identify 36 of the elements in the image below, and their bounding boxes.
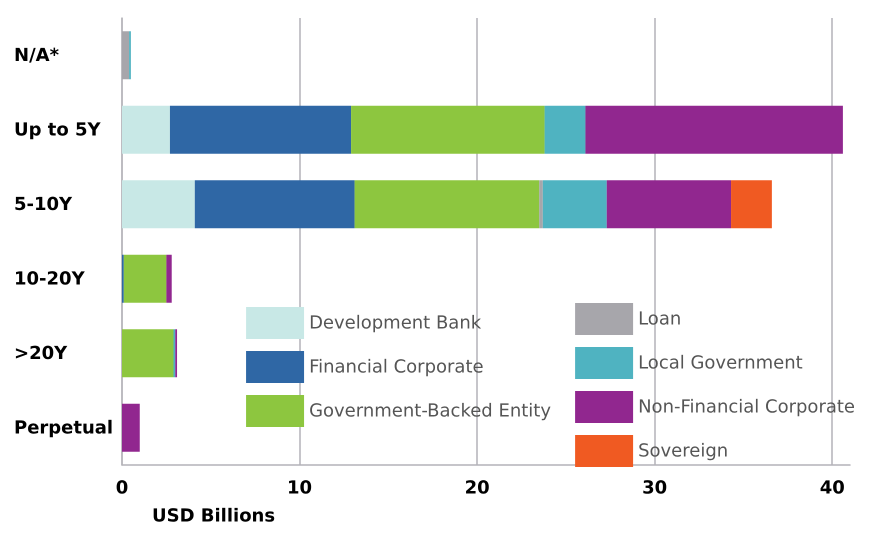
bar bbox=[585, 106, 843, 154]
bar bbox=[124, 254, 166, 303]
bar bbox=[122, 404, 140, 452]
legend-label: Local Government bbox=[638, 352, 803, 374]
bar bbox=[539, 180, 543, 228]
y-tick-label: 10-20Y bbox=[14, 268, 86, 290]
x-tick-label: 40 bbox=[820, 478, 845, 498]
y-tick-label: >20Y bbox=[14, 342, 68, 364]
bar bbox=[122, 106, 170, 154]
legend-label: Financial Corporate bbox=[309, 356, 484, 378]
x-axis-title: USD Billions bbox=[152, 506, 276, 526]
bar bbox=[122, 329, 174, 378]
bar bbox=[731, 180, 772, 228]
x-tick-label: 30 bbox=[642, 478, 668, 498]
bar bbox=[351, 106, 545, 154]
x-tick-label: 20 bbox=[464, 478, 490, 498]
bar bbox=[542, 180, 607, 228]
bar bbox=[170, 106, 352, 154]
bar bbox=[606, 180, 732, 228]
bar bbox=[544, 106, 586, 154]
bar bbox=[122, 31, 130, 80]
legend-label: Sovereign bbox=[638, 440, 728, 462]
bar bbox=[122, 180, 195, 228]
bar bbox=[354, 180, 540, 228]
y-tick-label: N/A* bbox=[14, 44, 60, 66]
bar bbox=[194, 180, 355, 228]
x-tick-label: 10 bbox=[287, 478, 312, 498]
y-tick-label: 5-10Y bbox=[14, 194, 74, 215]
legend-label: Non-Financial Corporate bbox=[638, 396, 855, 418]
y-tick-label: Perpetual bbox=[14, 417, 114, 438]
legend-label: Loan bbox=[638, 308, 682, 330]
x-tick-label: 0 bbox=[116, 478, 128, 498]
legend-label: Government-Backed Entity bbox=[309, 400, 552, 422]
y-tick-label: Up to 5Y bbox=[14, 119, 102, 140]
bar bbox=[166, 254, 172, 303]
legend-label: Development Bank bbox=[309, 312, 482, 334]
